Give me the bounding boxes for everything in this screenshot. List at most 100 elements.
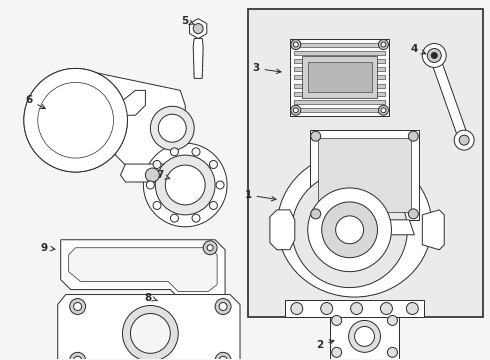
- Polygon shape: [69, 248, 217, 292]
- Circle shape: [38, 82, 114, 158]
- Polygon shape: [121, 90, 146, 115]
- Circle shape: [203, 241, 217, 255]
- Circle shape: [209, 161, 218, 168]
- Circle shape: [388, 315, 397, 325]
- Circle shape: [122, 306, 178, 360]
- Bar: [294, 51, 386, 55]
- Text: 8: 8: [145, 293, 157, 302]
- Circle shape: [150, 106, 194, 150]
- Circle shape: [311, 131, 321, 141]
- Circle shape: [158, 114, 186, 142]
- Bar: [294, 67, 386, 71]
- Text: 3: 3: [252, 63, 281, 73]
- Circle shape: [215, 298, 231, 315]
- Circle shape: [155, 155, 215, 215]
- Circle shape: [408, 209, 418, 219]
- Circle shape: [291, 40, 301, 50]
- Circle shape: [192, 148, 200, 156]
- Circle shape: [219, 356, 227, 360]
- Circle shape: [153, 161, 161, 168]
- Circle shape: [388, 347, 397, 357]
- Polygon shape: [75, 68, 185, 172]
- Circle shape: [422, 44, 446, 67]
- Circle shape: [321, 302, 333, 315]
- Bar: [310, 130, 419, 220]
- Bar: [294, 59, 386, 63]
- Circle shape: [381, 42, 386, 47]
- Bar: [248, 9, 483, 318]
- Circle shape: [291, 302, 303, 315]
- Circle shape: [378, 40, 389, 50]
- Text: 9: 9: [40, 243, 55, 253]
- Polygon shape: [315, 220, 415, 235]
- Polygon shape: [58, 294, 240, 360]
- Circle shape: [215, 352, 231, 360]
- Circle shape: [308, 188, 392, 272]
- Polygon shape: [193, 39, 203, 78]
- Circle shape: [381, 108, 386, 113]
- Circle shape: [52, 96, 99, 144]
- Circle shape: [294, 108, 298, 113]
- Ellipse shape: [277, 153, 432, 297]
- Bar: [294, 84, 386, 87]
- Circle shape: [74, 302, 82, 310]
- Circle shape: [322, 202, 377, 258]
- Bar: [318, 138, 412, 212]
- Text: 1: 1: [245, 190, 276, 201]
- Circle shape: [427, 49, 441, 62]
- Circle shape: [144, 143, 227, 227]
- Circle shape: [165, 165, 205, 205]
- Bar: [290, 39, 390, 116]
- Circle shape: [431, 53, 437, 58]
- Bar: [294, 42, 386, 46]
- Circle shape: [348, 320, 380, 352]
- Circle shape: [74, 356, 82, 360]
- Bar: [285, 300, 424, 318]
- Circle shape: [311, 209, 321, 219]
- Circle shape: [192, 214, 200, 222]
- Circle shape: [24, 68, 127, 172]
- Circle shape: [459, 135, 469, 145]
- Text: 4: 4: [411, 44, 426, 54]
- Circle shape: [294, 42, 298, 47]
- Bar: [302, 57, 377, 98]
- Circle shape: [380, 302, 392, 315]
- Bar: [294, 75, 386, 80]
- Circle shape: [332, 347, 342, 357]
- Circle shape: [153, 202, 161, 210]
- Polygon shape: [121, 164, 185, 182]
- Circle shape: [207, 245, 213, 251]
- Text: 5: 5: [182, 15, 194, 26]
- Circle shape: [406, 302, 418, 315]
- Circle shape: [408, 131, 418, 141]
- Bar: [294, 108, 386, 112]
- Text: 7: 7: [157, 170, 170, 180]
- Text: 2: 2: [316, 340, 334, 350]
- Circle shape: [454, 130, 474, 150]
- Circle shape: [216, 181, 224, 189]
- Text: 6: 6: [25, 95, 45, 109]
- Circle shape: [336, 216, 364, 244]
- Polygon shape: [422, 210, 444, 250]
- Bar: [294, 100, 386, 104]
- Circle shape: [171, 214, 178, 222]
- Circle shape: [130, 314, 171, 353]
- Circle shape: [24, 68, 127, 172]
- Circle shape: [70, 298, 86, 315]
- Bar: [294, 92, 386, 96]
- Bar: [308, 62, 371, 92]
- Polygon shape: [61, 240, 225, 300]
- Circle shape: [355, 327, 374, 346]
- Circle shape: [70, 352, 86, 360]
- Bar: [330, 312, 399, 360]
- Circle shape: [147, 181, 154, 189]
- Circle shape: [219, 302, 227, 310]
- Circle shape: [38, 82, 114, 158]
- Circle shape: [171, 148, 178, 156]
- Circle shape: [146, 168, 159, 182]
- Circle shape: [378, 105, 389, 115]
- Circle shape: [291, 105, 301, 115]
- Polygon shape: [270, 210, 295, 250]
- Circle shape: [332, 315, 342, 325]
- Circle shape: [193, 24, 203, 33]
